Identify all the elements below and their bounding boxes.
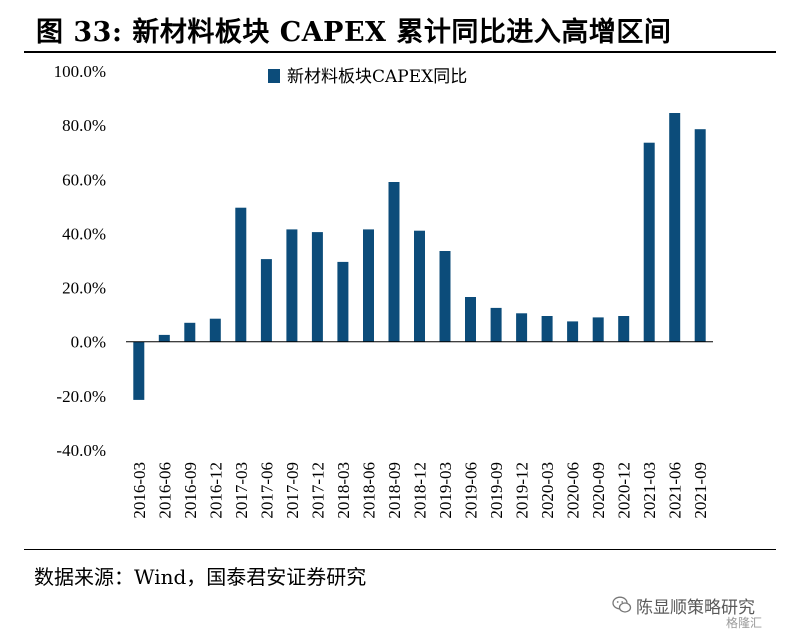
- bar: [465, 297, 476, 342]
- bar: [516, 313, 528, 342]
- x-tick-label: 2020-09: [589, 462, 608, 519]
- bar: [669, 113, 681, 342]
- x-tick-label: 2021-09: [691, 462, 710, 519]
- y-tick-label: 40.0%: [62, 224, 106, 243]
- bar: [541, 316, 553, 342]
- x-tick-label: 2018-12: [411, 462, 430, 519]
- x-tick-label: 2021-06: [666, 462, 685, 519]
- x-axis: 2016-03 2016-06 2016-09 2016-12 2017-03 2017-…: [130, 462, 710, 519]
- bar-series: [133, 113, 706, 400]
- bar: [490, 307, 502, 342]
- x-tick-label: 2020-12: [615, 462, 634, 519]
- x-tick-label: 2017-09: [283, 462, 302, 519]
- title-rule: [24, 51, 776, 53]
- x-tick-label: 2017-12: [308, 462, 327, 519]
- figure-header: 图 33: 新材料板块 CAPEX 累计同比进入高增区间: [0, 0, 796, 52]
- y-tick-label: 0.0%: [71, 333, 106, 352]
- bar: [694, 129, 706, 342]
- wechat-icon: [612, 596, 632, 613]
- x-tick-label: 2018-09: [385, 462, 404, 519]
- bar: [363, 229, 374, 342]
- bar: [260, 259, 272, 342]
- x-tick-label: 2016-06: [155, 462, 174, 519]
- bar: [209, 318, 221, 342]
- bar: [133, 341, 145, 400]
- bar-chart: 新材料板块CAPEX同比 100.0% 80.0% 60.0% 40.0% 20.0% 0…: [54, 62, 713, 519]
- y-tick-label: 100.0%: [54, 62, 106, 81]
- bar: [286, 229, 298, 342]
- bar: [618, 316, 630, 342]
- bar: [337, 261, 349, 342]
- legend-swatch: [268, 69, 280, 83]
- x-tick-label: 2016-12: [206, 462, 225, 519]
- x-tick-label: 2019-09: [487, 462, 506, 519]
- bar: [439, 251, 451, 342]
- x-tick-label: 2018-03: [334, 462, 353, 519]
- x-tick-label: 2019-12: [513, 462, 532, 519]
- y-tick-label: 20.0%: [62, 279, 106, 298]
- bar: [414, 230, 425, 342]
- bar: [567, 321, 579, 342]
- x-tick-label: 2021-03: [640, 462, 659, 519]
- x-tick-label: 2017-06: [257, 462, 276, 519]
- bar: [158, 334, 170, 342]
- y-axis: 100.0% 80.0% 60.0% 40.0% 20.0% 0.0% -20.0% -40.…: [54, 62, 106, 460]
- watermark-text: 陈显顺策略研究: [636, 597, 755, 618]
- y-tick-label: 60.0%: [62, 170, 106, 189]
- footer-rule: [24, 549, 776, 550]
- legend-label: 新材料板块CAPEX同比: [287, 67, 467, 87]
- x-tick-label: 2019-06: [462, 462, 481, 519]
- source-note: 数据来源：Wind，国泰君安证券研究: [34, 565, 367, 589]
- gelonghui-logo: 格隆汇: [726, 616, 763, 630]
- bar: [643, 142, 655, 342]
- chart-legend: 新材料板块CAPEX同比: [268, 67, 467, 87]
- y-tick-label: -20.0%: [56, 387, 106, 406]
- bar: [388, 182, 400, 342]
- figure-title: 图 33: 新材料板块 CAPEX 累计同比进入高增区间: [36, 17, 672, 48]
- x-tick-label: 2016-09: [181, 462, 200, 519]
- x-tick-label: 2019-03: [436, 462, 455, 519]
- y-tick-label: -40.0%: [56, 441, 106, 460]
- x-tick-label: 2016-03: [130, 462, 149, 519]
- x-tick-label: 2020-06: [564, 462, 583, 519]
- bar: [592, 317, 604, 342]
- x-tick-label: 2018-06: [360, 462, 379, 519]
- y-tick-label: 80.0%: [62, 116, 106, 135]
- watermark: 陈显顺策略研究: [612, 592, 755, 618]
- x-tick-label: 2017-03: [232, 462, 251, 519]
- bar: [311, 232, 323, 342]
- bar: [184, 322, 196, 342]
- bar: [235, 207, 247, 342]
- x-tick-label: 2020-03: [538, 462, 557, 519]
